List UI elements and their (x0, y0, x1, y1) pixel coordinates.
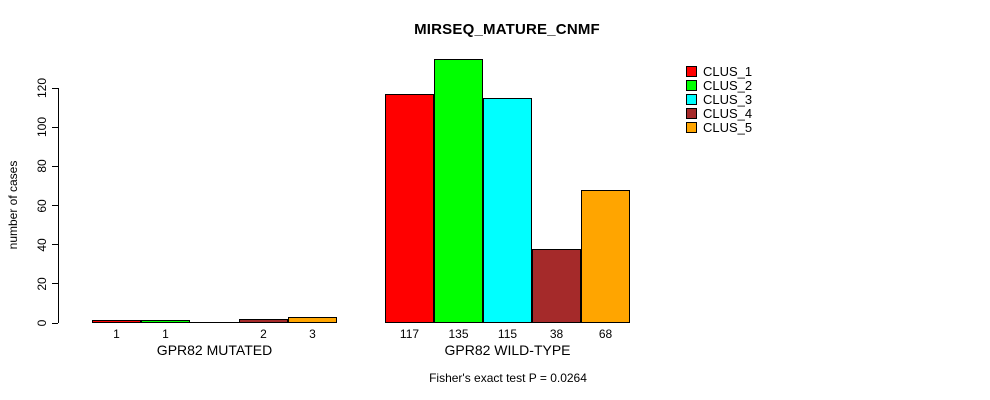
legend-swatch (686, 108, 697, 119)
bar-value-label: 2 (260, 327, 267, 341)
legend-swatch (686, 80, 697, 91)
bar (92, 320, 141, 323)
bar (581, 190, 630, 323)
y-tick-label: 0 (35, 319, 49, 327)
bar-value-label: 3 (309, 327, 316, 341)
chart-title: MIRSEQ_MATURE_CNMF (414, 21, 600, 38)
y-tick-mark (52, 87, 58, 89)
legend-swatch (686, 122, 697, 133)
bar-zero-baseline (190, 322, 239, 323)
bar (141, 320, 190, 323)
legend-swatch (686, 66, 697, 77)
legend-label: CLUS_5 (703, 120, 753, 135)
y-tick-mark (52, 205, 58, 206)
y-tick-label: 20 (35, 277, 49, 291)
legend-label: CLUS_1 (703, 64, 753, 79)
y-tick-mark (52, 283, 58, 285)
y-tick-label: 100 (35, 117, 49, 138)
bar-value-label: 115 (497, 327, 518, 341)
y-tick-mark (52, 126, 58, 128)
bar (385, 94, 434, 323)
y-tick-label: 40 (35, 237, 49, 252)
y-tick-label: 80 (35, 159, 49, 174)
bar-value-label: 1 (113, 327, 120, 341)
bar (239, 319, 288, 323)
fisher-test-annotation: Fisher's exact test P = 0.0264 (429, 371, 587, 385)
bar-value-label: 117 (399, 327, 420, 341)
legend-label: CLUS_3 (703, 92, 753, 107)
bar-value-label: 38 (549, 327, 564, 341)
group-label: GPR82 WILD-TYPE (444, 342, 571, 358)
bar (483, 98, 532, 323)
bar (288, 317, 337, 323)
group-label: GPR82 MUTATED (156, 342, 273, 358)
y-tick-mark (52, 322, 58, 324)
bar-value-label: 135 (448, 327, 469, 341)
y-tick-mark (52, 244, 58, 246)
y-tick-mark (52, 165, 58, 167)
legend-swatch (686, 94, 697, 105)
bar-value-label: 1 (162, 327, 169, 341)
y-axis-line (58, 88, 59, 323)
legend-label: CLUS_4 (703, 106, 753, 121)
y-tick-label: 60 (35, 198, 49, 213)
bar-value-label: 68 (598, 327, 613, 341)
y-tick-label: 120 (35, 77, 49, 99)
legend-label: CLUS_2 (703, 78, 753, 93)
bar (532, 249, 581, 323)
bar (434, 59, 483, 323)
